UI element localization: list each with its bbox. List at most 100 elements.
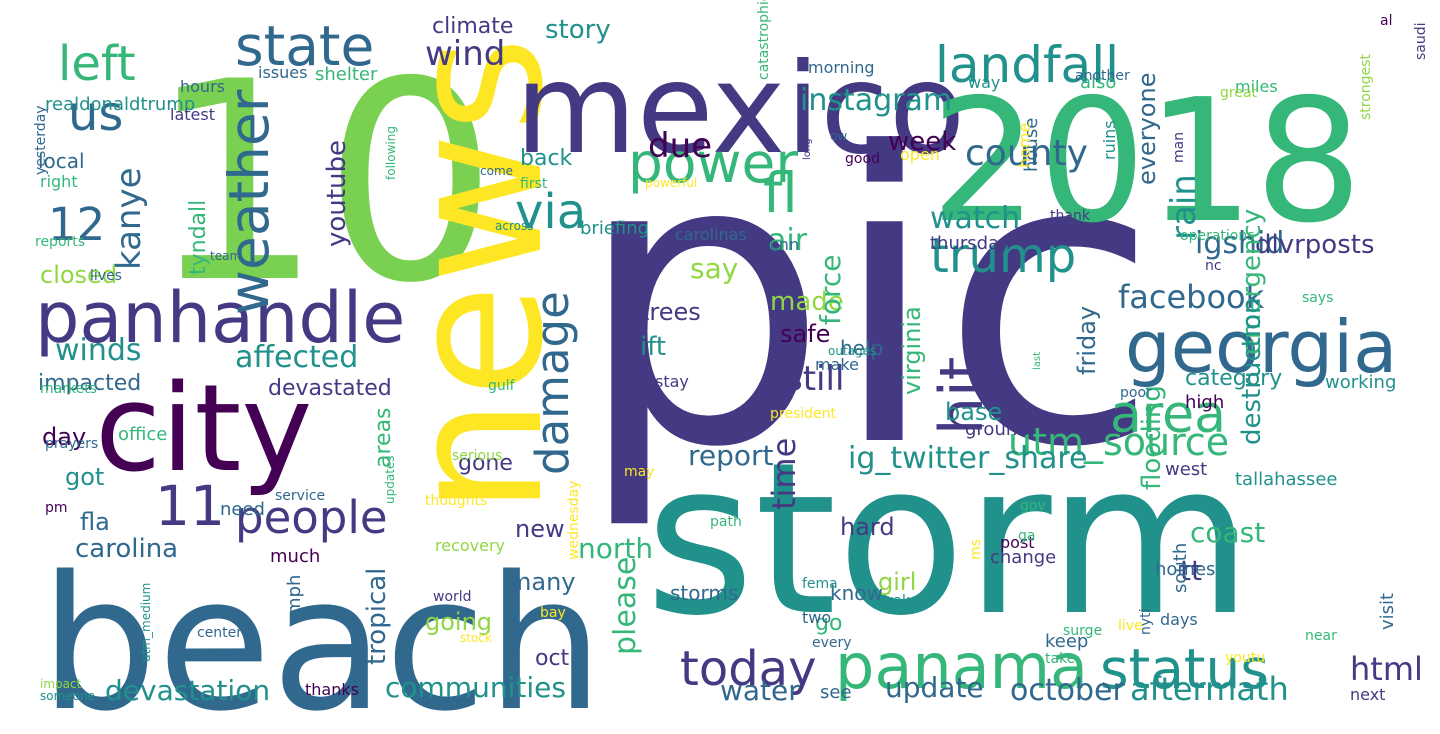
word-21: via xyxy=(515,184,586,240)
word-166: fema xyxy=(802,576,838,592)
word-109: tallahassee xyxy=(1235,469,1337,490)
word-168: every xyxy=(812,635,852,651)
word-103: office xyxy=(118,424,167,445)
word-20: damage xyxy=(526,291,579,475)
word-139: someone xyxy=(40,689,95,703)
word-86: gone xyxy=(458,451,513,476)
word-180: near xyxy=(1305,628,1337,644)
word-67: back xyxy=(520,146,573,171)
word-4: mexico xyxy=(515,37,965,182)
word-11: landfall xyxy=(935,36,1119,94)
word-92: tropical xyxy=(362,568,392,665)
word-35: instagram xyxy=(800,83,952,118)
word-83: girl xyxy=(878,568,916,596)
word-34: october xyxy=(1010,673,1125,708)
word-181: next xyxy=(1350,685,1385,704)
word-54: coast xyxy=(1190,516,1265,549)
word-172: ga xyxy=(1018,528,1035,544)
word-44: due xyxy=(648,126,712,166)
word-150: outages xyxy=(828,344,876,358)
word-152: following xyxy=(384,126,398,180)
word-62: youtube xyxy=(322,140,352,247)
word-26: utm_source xyxy=(1008,420,1229,464)
word-147: bay xyxy=(540,605,566,621)
word-161: last xyxy=(1032,352,1043,370)
word-129: reports xyxy=(35,234,85,250)
word-136: utm_medium xyxy=(139,583,153,662)
word-135: center xyxy=(197,625,242,641)
word-142: serious xyxy=(452,448,502,464)
word-28: county xyxy=(965,133,1088,174)
word-3: news xyxy=(368,36,584,515)
word-107: visit xyxy=(1377,593,1398,630)
word-40: still xyxy=(785,359,844,399)
word-162: president xyxy=(770,406,837,422)
word-149: gulf xyxy=(488,378,516,394)
word-122: realdonaldtrump xyxy=(45,94,195,115)
word-176: live xyxy=(1118,618,1143,634)
word-8: panhandle xyxy=(35,277,405,359)
word-148: make xyxy=(815,355,859,374)
word-131: team xyxy=(210,249,241,263)
word-178: nyti xyxy=(1138,608,1154,635)
word-132: markets xyxy=(40,381,97,397)
word-177: days xyxy=(1160,610,1198,629)
word-140: service xyxy=(275,488,325,504)
word-184: way xyxy=(968,73,1000,92)
word-173: ms xyxy=(968,539,984,560)
word-130: lives xyxy=(90,268,122,284)
word-74: trees xyxy=(640,298,701,326)
word-104: change xyxy=(990,547,1056,568)
word-121: open xyxy=(900,145,940,164)
word-37: kanye xyxy=(109,167,149,270)
word-171: gov xyxy=(1020,498,1046,514)
word-127: yesterday xyxy=(33,105,49,175)
word-79: everyone xyxy=(1133,73,1161,185)
word-53: water xyxy=(720,674,800,707)
word-6: beach xyxy=(40,536,604,734)
word-46: igshid xyxy=(1195,226,1284,261)
word-49: destruction xyxy=(1237,297,1267,445)
word-91: local xyxy=(38,149,85,173)
word-75: friday xyxy=(1073,306,1101,375)
word-14: hit xyxy=(927,357,997,435)
word-56: carolina xyxy=(75,534,178,564)
word-102: need xyxy=(220,499,265,520)
word-133: prayers xyxy=(45,436,98,452)
word-125: issues xyxy=(258,63,307,82)
word-55: please xyxy=(608,557,643,655)
word-29: 12 xyxy=(48,198,105,251)
word-25: fl xyxy=(763,161,798,225)
word-164: path xyxy=(710,514,742,530)
word-24: people xyxy=(235,491,388,544)
word-38: winds xyxy=(55,333,142,368)
word-153: across xyxy=(495,219,533,233)
word-80: flooding xyxy=(1137,385,1167,490)
word-77: base xyxy=(945,398,1002,426)
word-100: mph xyxy=(284,575,305,615)
word-33: aftermath xyxy=(1130,670,1289,708)
word-31: facebook xyxy=(1118,278,1265,316)
word-182: catastrophic xyxy=(756,0,772,80)
word-23: left xyxy=(58,36,136,92)
word-43: air xyxy=(768,223,808,258)
word-126: shelter xyxy=(315,64,378,85)
word-145: recovery xyxy=(435,536,505,555)
word-175: surge xyxy=(1063,623,1102,639)
word-185: also xyxy=(1080,72,1116,93)
word-128: right xyxy=(40,172,78,191)
word-160: nc xyxy=(1205,258,1222,274)
word-45: wind xyxy=(425,34,505,74)
word-17: today xyxy=(680,641,816,697)
word-63: tyndall xyxy=(186,200,211,275)
word-134: pm xyxy=(45,500,68,516)
word-2: 10 xyxy=(148,23,498,343)
word-72: safe xyxy=(780,320,830,348)
word-85: many xyxy=(508,568,576,596)
word-82: hard xyxy=(840,513,895,541)
word-71: help xyxy=(840,336,883,360)
word-154: first xyxy=(520,176,548,192)
word-188: miles xyxy=(1235,77,1278,96)
